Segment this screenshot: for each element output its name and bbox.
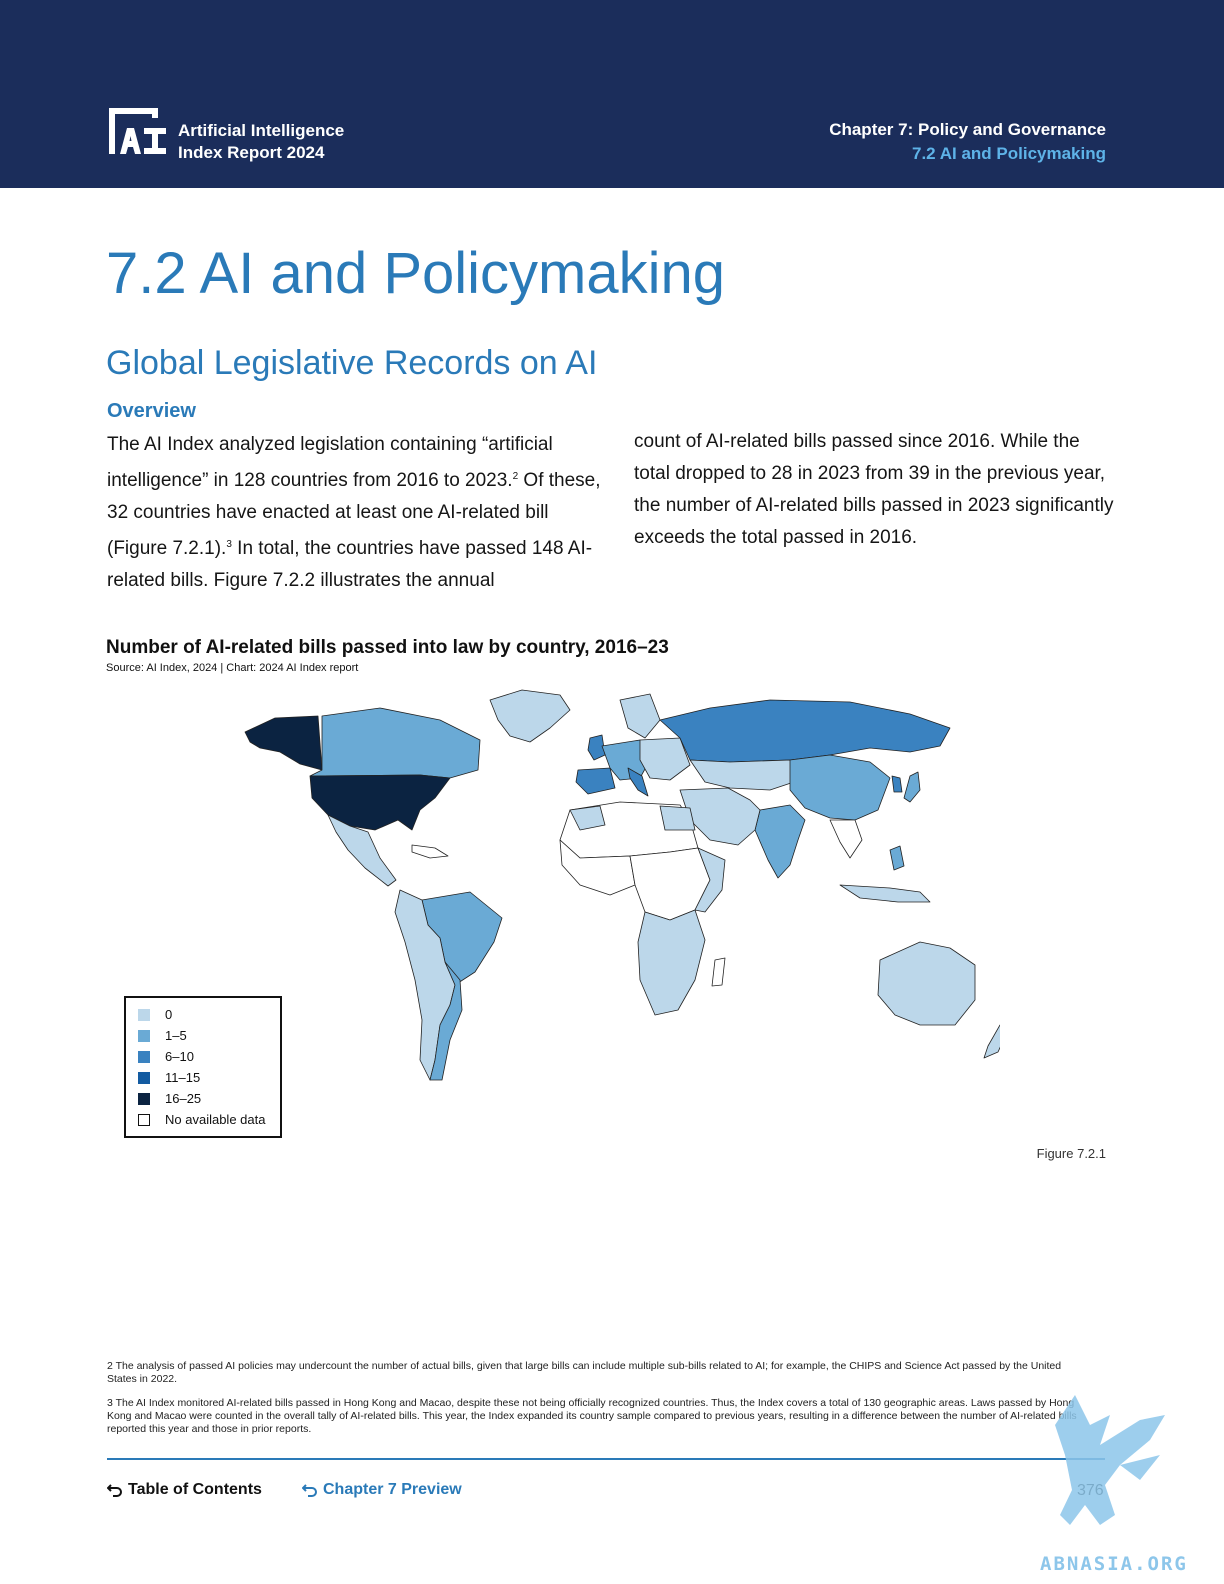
- map-scandinavia: [619, 693, 661, 739]
- map-uk: [587, 734, 606, 761]
- map-usa: [309, 774, 451, 831]
- body-column-2: count of AI-related bills passed since 2…: [634, 431, 1114, 548]
- map-africa-south: [637, 909, 706, 1016]
- map-china: [789, 754, 891, 821]
- legend-label-6-10: 6–10: [165, 1049, 194, 1064]
- section-subtitle[interactable]: 7.2 AI and Policymaking: [912, 144, 1106, 163]
- map-africa-east: [694, 847, 726, 913]
- griffin-watermark-icon: [1055, 1395, 1165, 1525]
- ai-index-logo-icon: [109, 108, 166, 154]
- map-morocco: [569, 805, 606, 831]
- map-indonesia: [839, 884, 931, 903]
- map-australia: [877, 941, 976, 1026]
- watermark-text: ABNASIA.ORG: [1040, 1553, 1188, 1575]
- legend-label-11-15: 11–15: [165, 1070, 201, 1085]
- footnote-3: 3 The AI Index monitored AI-related bill…: [107, 1397, 1077, 1435]
- table-of-contents-link[interactable]: Table of Contents: [107, 1481, 262, 1499]
- chart-title: Number of AI-related bills passed into l…: [106, 637, 669, 658]
- chapter-heading: Chapter 7: Policy and Governance 7.2 AI …: [829, 118, 1106, 166]
- map-philippines: [889, 845, 905, 871]
- section-title: Global Legislative Records on AI: [106, 344, 598, 382]
- body-text-1c: In total, the countries have passed 148 …: [107, 538, 593, 591]
- map-japan: [903, 771, 921, 803]
- return-arrow-icon: [302, 1484, 317, 1497]
- overview-heading: Overview: [107, 400, 196, 422]
- legend-swatch-no-data: [138, 1114, 150, 1126]
- map-caribbean: [411, 844, 449, 859]
- legend-label-1-5: 1–5: [165, 1028, 187, 1043]
- map-iberia: [575, 767, 616, 795]
- toc-label[interactable]: Table of Contents: [128, 1481, 262, 1498]
- header-banner: Artificial Intelligence Index Report 202…: [0, 0, 1224, 188]
- legend-label-16-25: 16–25: [165, 1091, 202, 1106]
- report-title-line2: Index Report 2024: [178, 143, 325, 162]
- map-canada: [309, 707, 481, 779]
- footer-divider: [107, 1458, 1105, 1460]
- map-se-asia: [829, 819, 863, 859]
- map-alaska: [244, 715, 323, 771]
- legend-swatch-1-5: [138, 1030, 150, 1042]
- return-arrow-icon: [107, 1484, 122, 1497]
- map-italy: [627, 767, 649, 797]
- footnote-2: 2 The analysis of passed AI policies may…: [107, 1360, 1062, 1385]
- chapter-preview-link[interactable]: Chapter 7 Preview: [302, 1481, 462, 1499]
- map-india: [754, 804, 806, 879]
- footnote-ref-2[interactable]: 2: [512, 471, 519, 482]
- map-russia: [659, 699, 951, 763]
- map-mexico: [327, 814, 397, 887]
- map-egypt: [659, 805, 696, 831]
- report-title: Artificial Intelligence Index Report 202…: [178, 120, 344, 164]
- map-africa-west: [559, 839, 636, 896]
- legend-label-no-data: No available data: [165, 1112, 266, 1127]
- map-greenland: [489, 689, 571, 743]
- legend-label-0: 0: [165, 1007, 173, 1022]
- body-text-1b: Of these, 32 countries have enacted at l…: [107, 470, 601, 559]
- map-korea: [891, 775, 903, 793]
- footnote-ref-3[interactable]: 3: [226, 539, 232, 550]
- legend-swatch-6-10: [138, 1051, 150, 1063]
- world-map: [244, 689, 1000, 1081]
- chapter-preview-label[interactable]: Chapter 7 Preview: [323, 1481, 462, 1498]
- figure-caption: Figure 7.2.1: [1036, 1146, 1106, 1161]
- body-text-1a: The AI Index analyzed legislation contai…: [107, 434, 553, 491]
- chapter-title[interactable]: Chapter 7: Policy and Governance: [829, 120, 1106, 139]
- legend-swatch-11-15: [138, 1072, 150, 1084]
- map-madagascar: [711, 957, 726, 987]
- legend-swatch-0: [138, 1009, 150, 1021]
- map-new-zealand: [983, 1024, 1000, 1059]
- chart-source: Source: AI Index, 2024 | Chart: 2024 AI …: [106, 662, 359, 674]
- report-title-line1: Artificial Intelligence: [178, 121, 345, 140]
- map-central-asia: [689, 759, 801, 791]
- page-title: 7.2 AI and Policymaking: [106, 241, 726, 306]
- map-legend: 0 1–5 6–10 11–15 16–25 No available data: [124, 996, 282, 1138]
- body-column-1: The AI Index analyzed legislation contai…: [107, 429, 607, 597]
- map-argentina: [429, 961, 463, 1081]
- map-middle-east: [679, 787, 761, 846]
- legend-swatch-16-25: [138, 1093, 150, 1105]
